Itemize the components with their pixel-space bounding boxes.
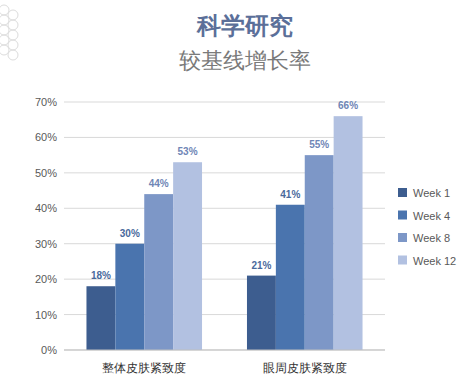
legend-label: Week 1	[413, 187, 450, 199]
bar	[276, 205, 305, 350]
decoration	[0, 5, 18, 60]
data-label: 53%	[178, 146, 198, 157]
deco-circle	[8, 30, 18, 40]
bar	[305, 155, 334, 350]
grid	[64, 102, 385, 350]
legend-label: Week 4	[413, 210, 450, 222]
bar	[144, 194, 173, 350]
y-tick-label: 10%	[35, 309, 57, 321]
data-label: 41%	[280, 189, 300, 200]
grid-line	[64, 102, 385, 103]
deco-circle	[0, 45, 9, 55]
legend: Week 1 Week 4 Week 8 Week 12	[398, 187, 456, 267]
legend-label: Week 12	[413, 255, 456, 267]
y-tick-label: 50%	[35, 167, 57, 179]
legend-swatch	[398, 188, 407, 197]
grid-line	[64, 350, 385, 351]
title: 科学研究	[196, 12, 293, 39]
deco-circle	[8, 10, 18, 20]
deco-circle	[0, 35, 9, 45]
data-labels: 18% 30% 44% 53% 21% 41% 55% 66%	[91, 100, 358, 281]
subtitle: 较基线增长率	[179, 48, 311, 73]
bar	[86, 286, 115, 350]
deco-circle	[0, 25, 9, 35]
data-label: 44%	[149, 178, 169, 189]
data-label: 21%	[251, 260, 271, 271]
x-axis	[64, 350, 385, 351]
deco-circle	[0, 15, 9, 25]
bar	[334, 116, 363, 350]
deco-circle	[8, 50, 18, 60]
data-label: 30%	[120, 228, 140, 239]
data-label: 55%	[309, 139, 329, 150]
bar	[247, 276, 276, 350]
legend-label: Week 8	[413, 232, 450, 244]
y-tick-label: 40%	[35, 202, 57, 214]
y-tick-label: 0%	[41, 344, 57, 356]
data-label: 66%	[338, 100, 358, 111]
y-tick-label: 60%	[35, 131, 57, 143]
bar	[115, 244, 144, 350]
x-tick-label: 眼周皮肤紧致度	[263, 361, 347, 375]
y-tick-label: 70%	[35, 96, 57, 108]
y-tick-label: 30%	[35, 238, 57, 250]
x-tick-label: 整体皮肤紧致度	[102, 361, 186, 375]
chart: 科学研究较基线增长率 0% 10% 20% 30% 40% 50% 60% 70% 18% 30% 4…	[0, 0, 474, 382]
legend-swatch	[398, 211, 407, 220]
data-label: 18%	[91, 270, 111, 281]
deco-circle	[0, 5, 9, 15]
legend-swatch	[398, 256, 407, 265]
deco-circle	[8, 20, 18, 30]
y-tick-label: 20%	[35, 273, 57, 285]
deco-circle	[8, 40, 18, 50]
legend-swatch	[398, 233, 407, 242]
bar	[173, 162, 202, 350]
bars	[86, 116, 362, 350]
